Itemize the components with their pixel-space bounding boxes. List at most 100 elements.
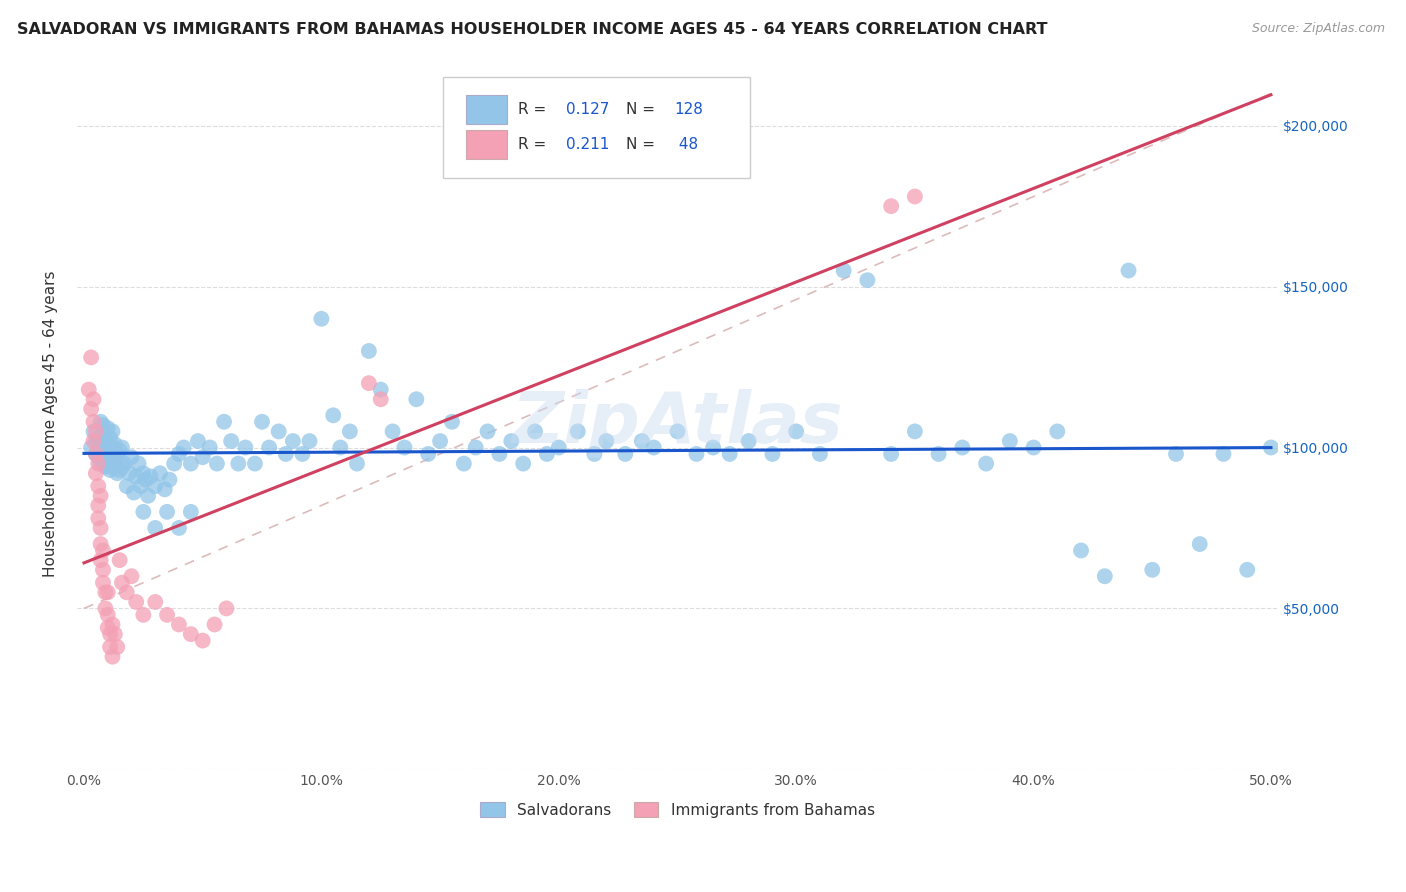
Point — [101, 617, 124, 632]
Point — [547, 441, 569, 455]
Point — [738, 434, 761, 448]
Point — [108, 443, 131, 458]
Text: 0.211: 0.211 — [565, 137, 609, 152]
Point — [180, 505, 202, 519]
Point — [666, 425, 689, 439]
Point — [143, 479, 166, 493]
Point — [115, 585, 138, 599]
Point — [243, 457, 266, 471]
Point — [91, 543, 114, 558]
Point — [643, 441, 665, 455]
Point — [418, 447, 440, 461]
Point — [94, 443, 117, 458]
Point — [101, 425, 124, 439]
Point — [1236, 563, 1258, 577]
Legend: Salvadorans, Immigrants from Bahamas: Salvadorans, Immigrants from Bahamas — [474, 796, 882, 824]
Point — [405, 392, 427, 407]
Text: N =: N = — [626, 137, 659, 152]
Point — [1142, 563, 1164, 577]
Point — [87, 511, 110, 525]
Point — [129, 479, 152, 493]
Point — [94, 459, 117, 474]
Point — [281, 434, 304, 448]
Point — [80, 401, 103, 416]
Point — [1164, 447, 1187, 461]
Point — [108, 463, 131, 477]
Point — [115, 479, 138, 493]
Point — [904, 189, 927, 203]
Point — [94, 601, 117, 615]
Point — [153, 483, 176, 497]
Point — [98, 463, 121, 477]
Point — [250, 415, 273, 429]
Point — [761, 447, 783, 461]
Point — [84, 447, 107, 461]
Point — [159, 473, 181, 487]
Point — [136, 489, 159, 503]
Point — [440, 415, 463, 429]
Point — [477, 425, 499, 439]
FancyBboxPatch shape — [465, 95, 508, 125]
Point — [464, 441, 486, 455]
Point — [97, 585, 120, 599]
Point — [87, 431, 110, 445]
Point — [167, 617, 190, 632]
Text: R =: R = — [517, 137, 551, 152]
Point — [98, 447, 121, 461]
Point — [90, 415, 112, 429]
Point — [80, 441, 103, 455]
Point — [453, 457, 475, 471]
Point — [718, 447, 741, 461]
Point — [111, 459, 134, 474]
Point — [205, 457, 228, 471]
Point — [156, 505, 179, 519]
Point — [98, 431, 121, 445]
Point — [132, 607, 155, 622]
Point — [97, 457, 120, 471]
Point — [94, 585, 117, 599]
Point — [583, 447, 606, 461]
Point — [82, 392, 104, 407]
Point — [187, 434, 209, 448]
Point — [1070, 543, 1092, 558]
Point — [90, 537, 112, 551]
Point — [167, 521, 190, 535]
Point — [104, 437, 127, 451]
Point — [339, 425, 361, 439]
Point — [97, 607, 120, 622]
Point — [105, 640, 128, 654]
Point — [163, 457, 186, 471]
Point — [595, 434, 617, 448]
Point — [90, 457, 112, 471]
Point — [82, 434, 104, 448]
Point — [101, 459, 124, 474]
Point — [108, 553, 131, 567]
Point — [156, 607, 179, 622]
Point — [97, 421, 120, 435]
Point — [91, 575, 114, 590]
Point — [122, 485, 145, 500]
Point — [235, 441, 257, 455]
Point — [125, 469, 148, 483]
Point — [80, 351, 103, 365]
Point — [91, 434, 114, 448]
Point — [357, 343, 380, 358]
Point — [118, 467, 141, 481]
Point — [370, 392, 392, 407]
Point — [536, 447, 558, 461]
Point — [267, 425, 290, 439]
Point — [928, 447, 950, 461]
Point — [87, 457, 110, 471]
Point — [298, 434, 321, 448]
Point — [1118, 263, 1140, 277]
Point — [84, 434, 107, 448]
Point — [128, 457, 150, 471]
Point — [143, 595, 166, 609]
Point — [785, 425, 807, 439]
Text: 48: 48 — [673, 137, 697, 152]
Point — [139, 469, 162, 483]
Point — [87, 479, 110, 493]
Point — [1212, 447, 1234, 461]
Point — [257, 441, 280, 455]
Point — [125, 595, 148, 609]
